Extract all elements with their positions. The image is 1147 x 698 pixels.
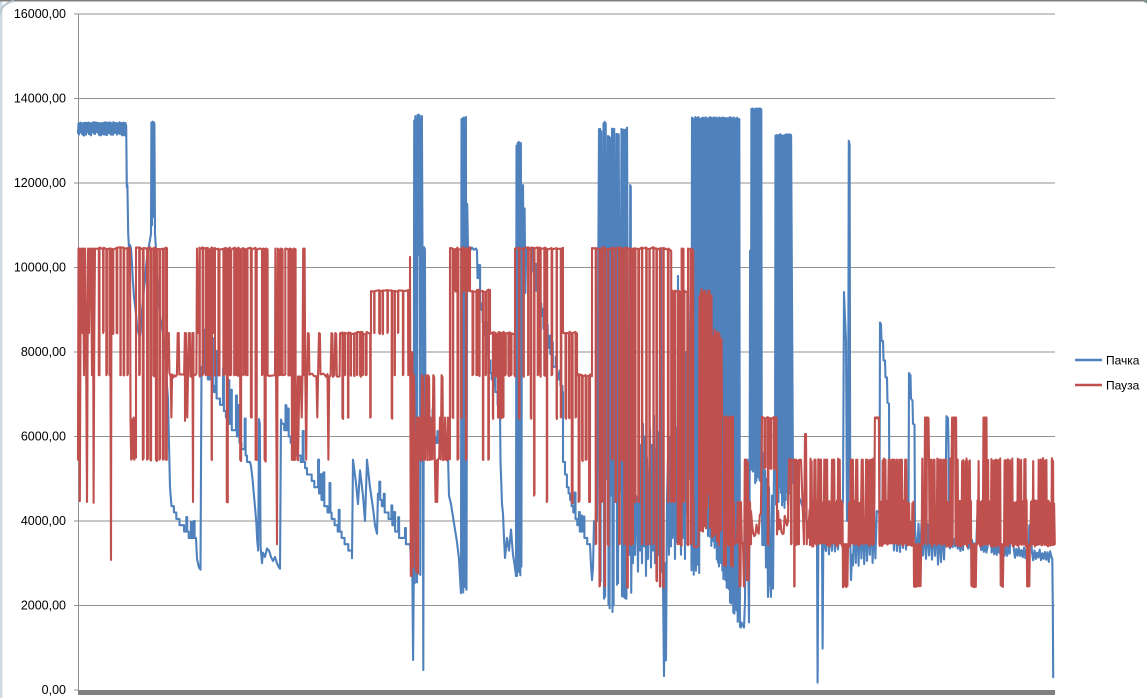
svg-text:0,00: 0,00	[42, 683, 66, 697]
svg-text:8000,00: 8000,00	[21, 345, 66, 359]
svg-text:12000,00: 12000,00	[14, 176, 66, 190]
svg-text:6000,00: 6000,00	[21, 430, 66, 444]
svg-text:10000,00: 10000,00	[14, 261, 66, 275]
svg-text:4000,00: 4000,00	[21, 514, 66, 528]
svg-text:16000,00: 16000,00	[14, 7, 66, 21]
svg-text:Пауза: Пауза	[1106, 379, 1140, 393]
svg-text:14000,00: 14000,00	[14, 92, 66, 106]
svg-text:2000,00: 2000,00	[21, 599, 66, 613]
svg-text:Пачка: Пачка	[1106, 354, 1140, 368]
